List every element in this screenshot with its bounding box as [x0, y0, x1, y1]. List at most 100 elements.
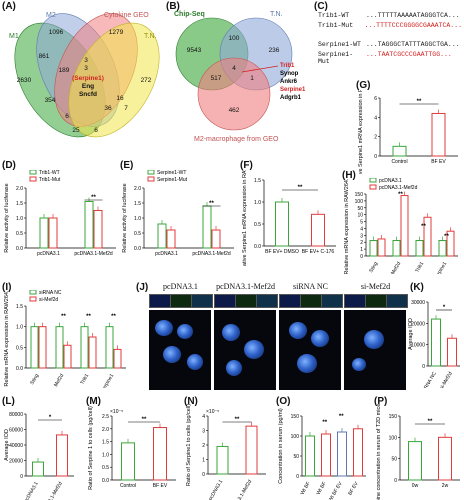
bar — [353, 428, 363, 477]
legend-label: Trib1-WT — [39, 170, 60, 176]
x-tick-label: 0w — [412, 483, 419, 489]
y-tick-label: 1.0 — [134, 216, 141, 222]
venn4-count: 3 — [84, 65, 88, 72]
y-tick-label: 0.0 — [134, 246, 141, 252]
panel-label-p: (P) — [374, 396, 388, 407]
y-axis-label: Relative mRNA expression in RAW264.7 — [4, 290, 10, 387]
x-tick-label: Serpine1 — [100, 373, 115, 388]
chart-h: Relative mRNA expression in RAW264.7 0123… — [344, 178, 458, 274]
legend-label: Serpine1-Mut — [157, 177, 188, 183]
micro-title: si-Mef2d — [360, 282, 391, 291]
axis-exponent: ×10⁻⁵ — [110, 409, 123, 415]
y-tick-label: 0.5 — [102, 465, 109, 471]
bar — [202, 205, 212, 249]
x-tick-label: pcDNA3.1-Mef2d — [74, 251, 113, 257]
x-tick-label: Mef2d — [390, 261, 402, 274]
venn-set-label-chipseq: Chip-Seq — [174, 11, 205, 18]
y-axis-label: Average IOD — [408, 318, 414, 350]
seq-name: Serpine1-WT — [318, 41, 361, 48]
venn3-gene: Ankr6 — [280, 79, 298, 85]
panel-label-d: (D) — [2, 160, 16, 171]
panel-label-j: (J) — [136, 282, 149, 293]
y-tick-label: 1.5 — [134, 201, 141, 207]
x-tick-label: Sting — [368, 261, 379, 274]
y-tick-label: 0.5 — [254, 222, 261, 228]
legend-label: si-Mef2d — [39, 297, 58, 303]
bar — [80, 326, 89, 369]
y-tick-label: 150 — [291, 414, 300, 420]
y-tick-label: 20000 — [9, 459, 23, 465]
micro-thumb — [386, 294, 408, 308]
chart-d: Relative activity of luciferase 0.0 0.5 1.0… — [4, 170, 116, 257]
venn3-count: 236 — [269, 47, 280, 54]
microscopy-panel: pcDNA3.1 pcDNA3.1-Mef2d siRNA NC si-Mef2… — [148, 282, 408, 392]
y-tick-label: 4 — [360, 226, 363, 232]
x-tick-label: Trib1 — [414, 261, 425, 274]
panel-label-i: (I) — [2, 282, 12, 293]
y-tick-label: 0 — [360, 254, 363, 260]
x-tick-label: Mef2d — [53, 373, 65, 388]
venn4-gene: Eng — [82, 83, 94, 90]
venn4-gene: (Serpine1) — [72, 75, 104, 82]
y-tick-label: 1.5 — [254, 178, 261, 184]
x-tick-label: pcDNA3.1-Mef2d — [192, 251, 231, 257]
y-tick-label: 3 — [360, 233, 363, 239]
x-tick-label: Serpine1 — [433, 261, 448, 274]
sig-marker: ** — [417, 99, 422, 105]
chart-l: Average IOD 0 20000 40000 60000 80000 pcDNA3.1… — [4, 412, 74, 500]
y-tick-label: 2 — [360, 240, 363, 246]
venn4-count: 6 — [65, 113, 69, 120]
panel-label-b: (B) — [166, 1, 180, 12]
y-axis-label: Relative activity of luciferase — [4, 183, 10, 252]
sig-marker: * — [443, 305, 446, 311]
y-tick-label: 2.0 — [134, 186, 141, 192]
y-tick-label: 1.0 — [254, 200, 261, 206]
bar — [105, 326, 114, 369]
micro-thumb — [344, 294, 366, 308]
chart-e: Relative activity of luciferase 0.0 0.5 1.0… — [122, 170, 234, 257]
bar — [321, 433, 331, 477]
venn-set-label-tn: T.N. — [144, 33, 157, 40]
x-tick-label: pcDNA3.1-Mef2d — [39, 481, 63, 500]
venn-set-label-cytokine: Cytokine GEO — [104, 12, 149, 19]
venn4-count: 6 — [94, 127, 98, 134]
micro-image — [149, 310, 211, 390]
bar — [438, 240, 447, 257]
x-tick-label: Control — [391, 159, 407, 165]
venn4-gene: Sncfd — [79, 91, 97, 98]
micro-thumb — [300, 294, 322, 308]
micro-thumb — [170, 294, 192, 308]
venn3-count: 4 — [232, 65, 236, 72]
bar — [392, 240, 401, 257]
y-tick-label: 0 — [422, 364, 425, 370]
micro-title: pcDNA3.1-Mef2d — [216, 282, 275, 291]
y-tick-label: 2 — [374, 135, 377, 141]
legend-swatch — [29, 176, 37, 182]
sig-marker: ** — [339, 414, 344, 420]
sig-marker: ** — [209, 201, 214, 207]
y-tick-label: 0.5 — [16, 345, 23, 351]
y-tick-label: 0 — [394, 478, 397, 484]
chart-f: Relative Serpine1 mRNA expression in RAW… — [242, 170, 336, 266]
y-tick-label: 0.0 — [102, 478, 109, 484]
seq-text: ...TAGGGCTATTTAGGCTGA... — [366, 41, 460, 48]
panel-label-k: (K) — [410, 282, 424, 293]
bar — [84, 201, 94, 249]
bar — [88, 336, 97, 369]
bar — [56, 434, 68, 477]
y-tick-label: 0 — [20, 474, 23, 480]
micro-image — [279, 310, 341, 390]
y-tick-label: 0.0 — [16, 246, 23, 252]
bar — [337, 431, 347, 477]
x-tick-label: Wt BF EV — [328, 480, 345, 500]
y-axis-label: Average IOD — [4, 429, 10, 461]
y-axis-label: Relative Serpine1 mRNA expression in RAW… — [358, 90, 364, 174]
y-tick-label: 1.0 — [102, 452, 109, 458]
chart-g: Relative Serpine1 mRNA expression in RAW… — [358, 90, 458, 174]
x-tick-label: 2w — [442, 483, 449, 489]
venn-three-set: Chip-Seq T.N. M2-macrophage from GEO 954… — [174, 11, 306, 143]
venn4-count: 25 — [72, 127, 80, 134]
x-tick-label: pcDNA3.1 — [37, 251, 60, 257]
venn4-count: 189 — [59, 67, 70, 74]
y-tick-label: 0 — [374, 154, 377, 160]
